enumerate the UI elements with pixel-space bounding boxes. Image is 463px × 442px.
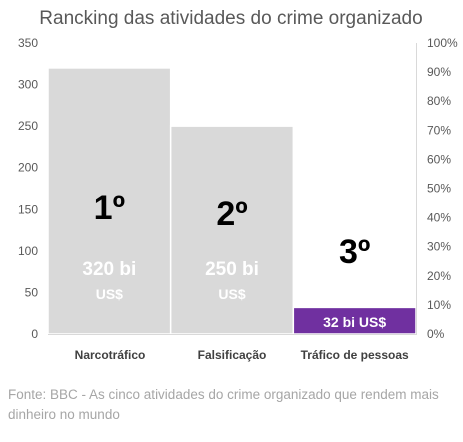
rank-label: 1º xyxy=(94,189,125,227)
y-tick-label: 150 xyxy=(18,202,38,216)
chart-title: Rancking das atividades do crime organiz… xyxy=(39,8,422,29)
y-axis-right: 0% 10% 20% 30% 40% 50% 60% 70% 80% 90% 100% xyxy=(427,36,458,341)
y2-tick-label: 0% xyxy=(427,327,445,341)
bar xyxy=(47,67,172,335)
value-unit-label: US$ xyxy=(96,286,123,302)
y2-tick-label: 30% xyxy=(427,240,451,254)
y2-tick-label: 10% xyxy=(427,298,451,312)
y-tick-label: 0 xyxy=(31,327,38,341)
y-axis-left: 0 50 100 150 200 250 300 350 xyxy=(18,36,38,341)
category-label: Tráfico de pessoas xyxy=(301,348,409,362)
y2-tick-label: 70% xyxy=(427,123,451,137)
y2-tick-label: 90% xyxy=(427,65,451,79)
value-label: 32 bi US$ xyxy=(323,314,386,330)
bars-group: 1º 2º 3º 320 bi US$ 250 bi US$ 32 bi US$ xyxy=(47,67,417,335)
bar xyxy=(169,125,295,335)
rank-label: 2º xyxy=(216,195,247,233)
y2-tick-label: 20% xyxy=(427,269,451,283)
rank-label: 3º xyxy=(339,233,370,271)
y-tick-label: 100 xyxy=(18,244,38,258)
y-tick-label: 50 xyxy=(25,285,39,299)
bar-chart: Rancking das atividades do crime organiz… xyxy=(18,8,458,362)
y2-tick-label: 80% xyxy=(427,94,451,108)
category-label: Narcotráfico xyxy=(75,348,146,362)
y2-tick-label: 50% xyxy=(427,182,451,196)
category-label: Falsificação xyxy=(198,348,267,362)
y-tick-label: 200 xyxy=(18,161,38,175)
value-label: 250 bi xyxy=(205,259,259,280)
category-labels: Narcotráfico Falsificação Tráfico de pesso… xyxy=(75,348,409,362)
y2-tick-label: 40% xyxy=(427,211,451,225)
value-label: 320 bi xyxy=(82,259,136,280)
y2-tick-label: 60% xyxy=(427,152,451,166)
y-tick-label: 350 xyxy=(18,36,38,50)
y-tick-label: 300 xyxy=(18,78,38,92)
y-tick-label: 250 xyxy=(18,119,38,133)
y2-tick-label: 100% xyxy=(427,36,458,50)
source-note: Fonte: BBC - As cinco atividades do crim… xyxy=(8,387,439,422)
value-unit-label: US$ xyxy=(218,286,245,302)
